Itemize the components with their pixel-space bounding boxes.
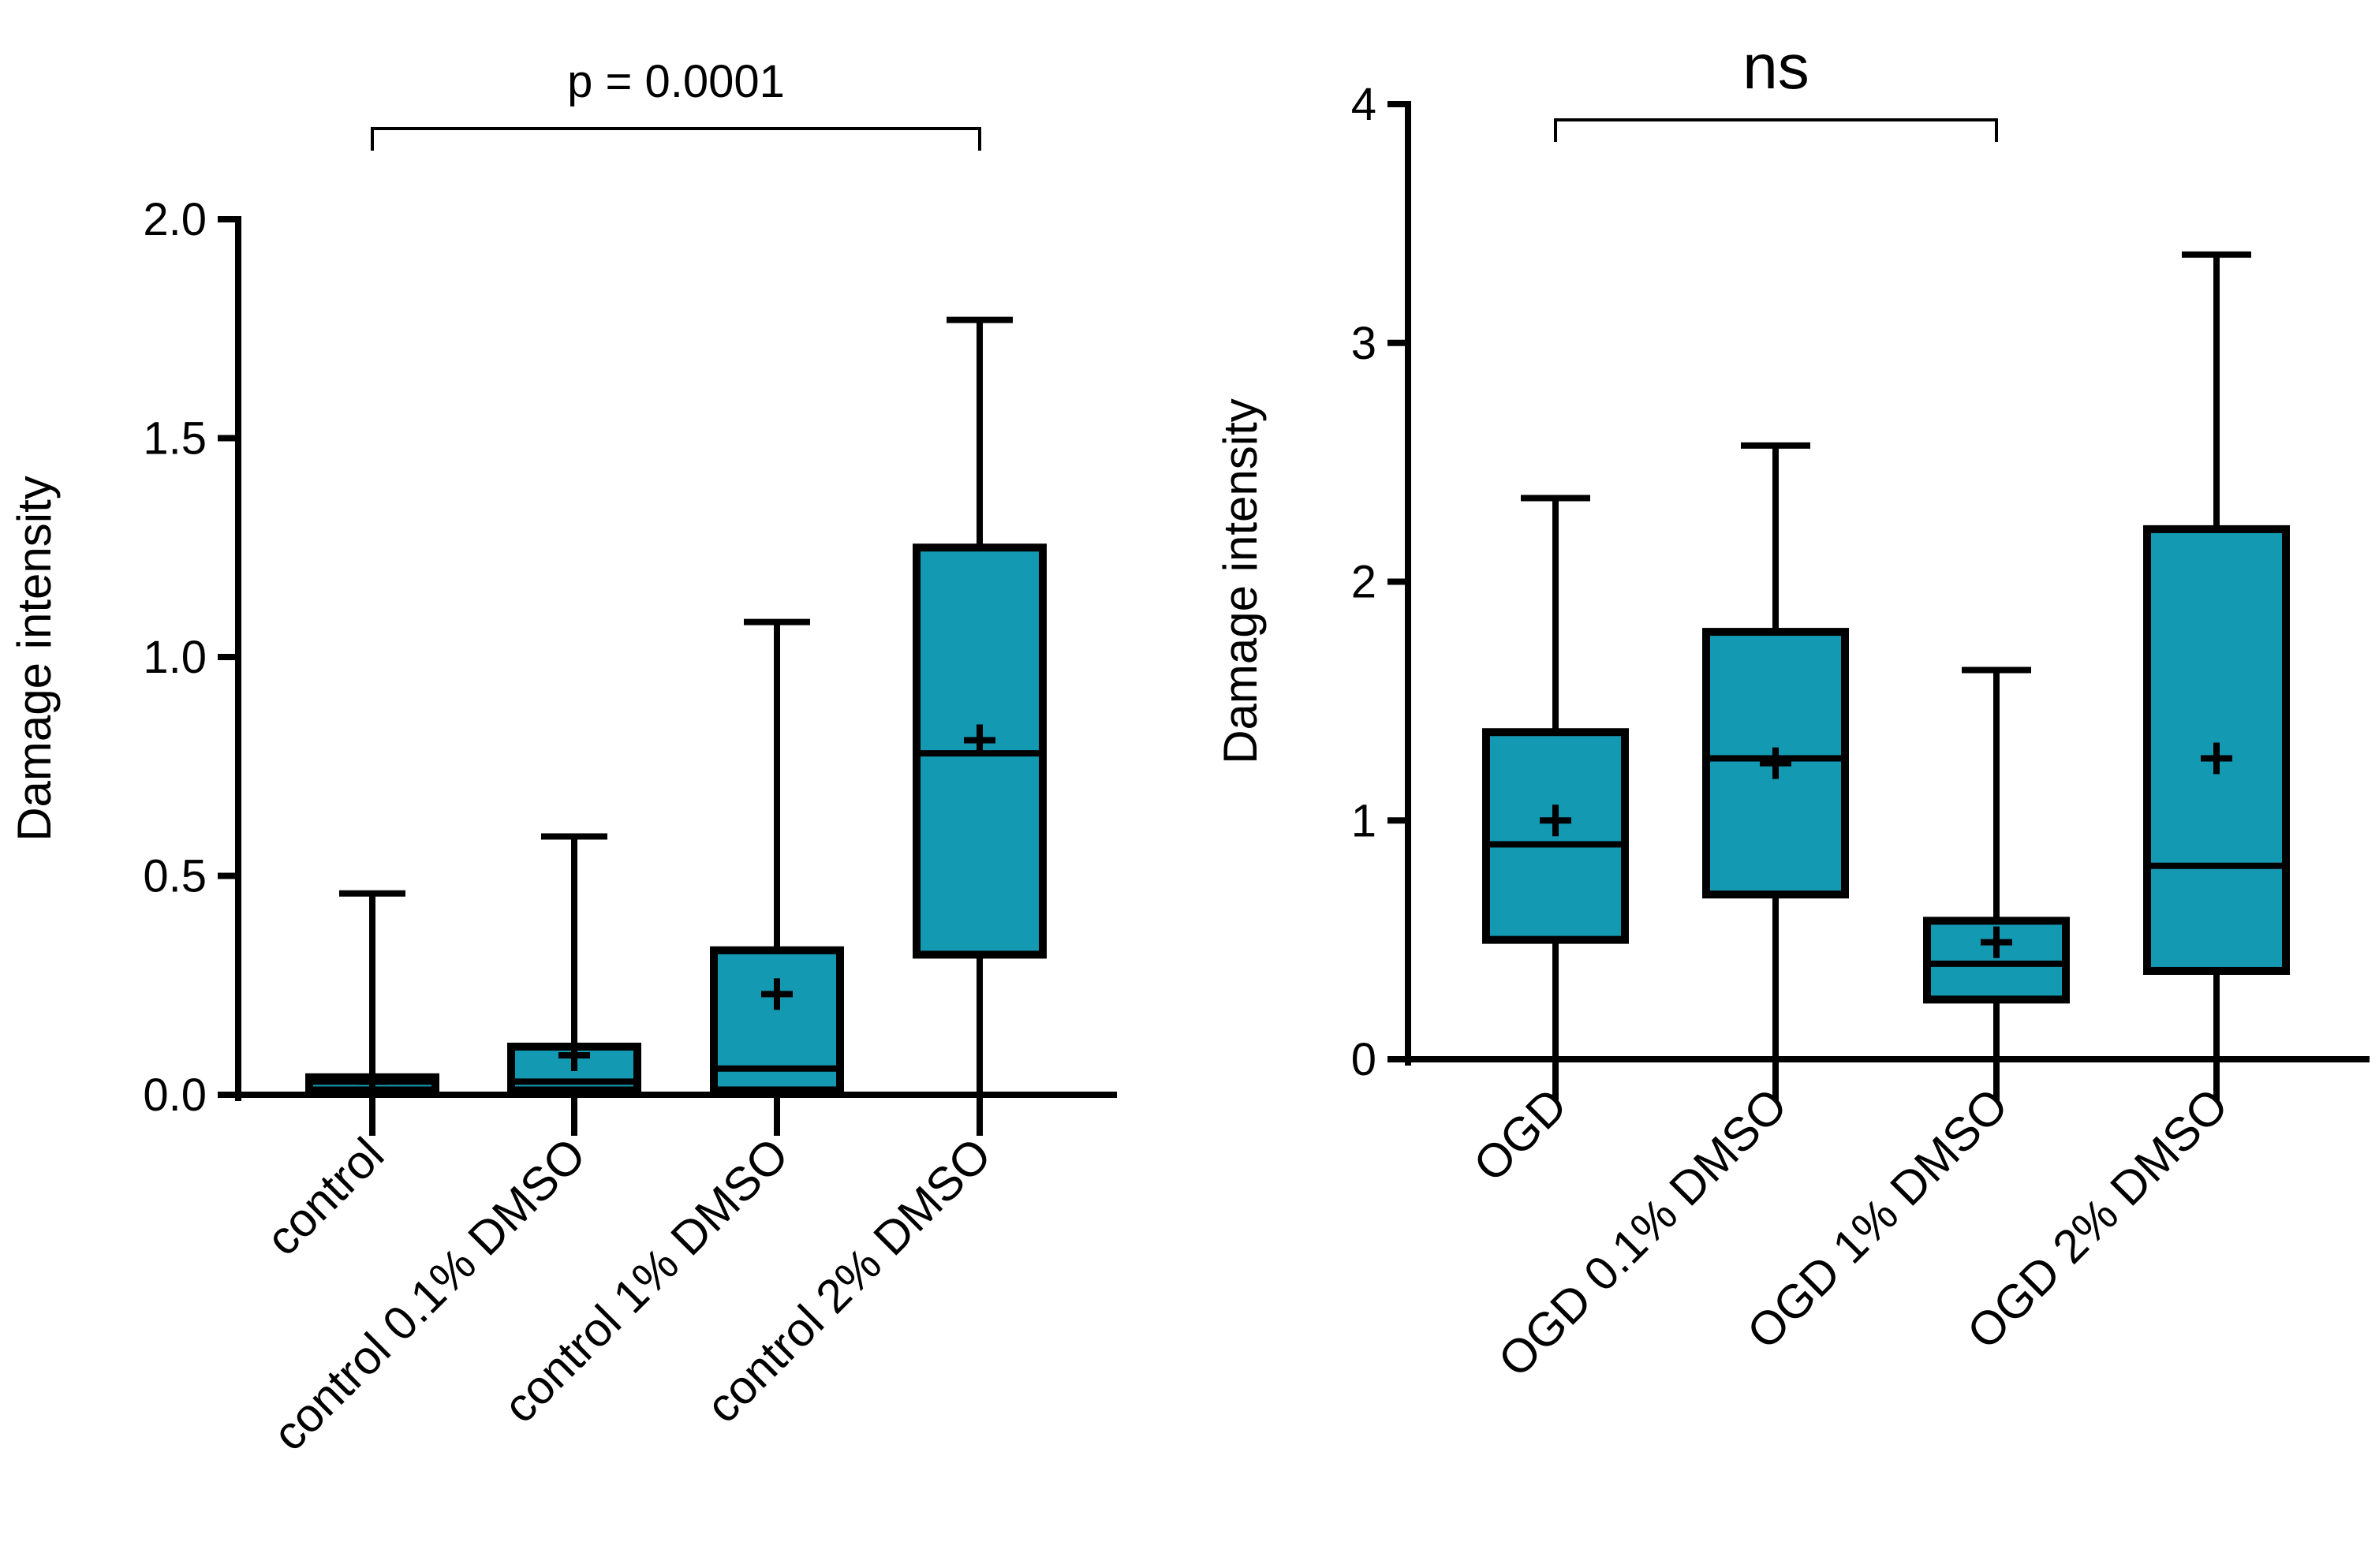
y-tick-label: 1.0 bbox=[143, 632, 207, 683]
significance-label: ns bbox=[1742, 32, 1809, 102]
y-tick-label: 0.0 bbox=[143, 1070, 207, 1121]
category-label: OGD bbox=[1463, 1078, 1577, 1192]
y-axis-label: Damage intensity bbox=[8, 476, 61, 842]
y-tick-label: 2.0 bbox=[143, 194, 207, 245]
significance-bracket bbox=[1554, 118, 1998, 142]
y-axis-label: Damage intensity bbox=[1214, 398, 1267, 764]
y-tick-label: 0 bbox=[1351, 1034, 1376, 1085]
y-tick-label: 4 bbox=[1351, 79, 1376, 130]
significance-bracket bbox=[371, 127, 981, 151]
significance-label: p = 0.0001 bbox=[567, 56, 785, 107]
y-tick-label: 1 bbox=[1351, 795, 1376, 846]
y-tick-label: 0.5 bbox=[143, 851, 207, 902]
y-tick-label: 1.5 bbox=[143, 413, 207, 465]
y-tick-label: 3 bbox=[1351, 318, 1376, 369]
y-tick-label: 2 bbox=[1351, 557, 1376, 608]
category-label: control bbox=[256, 1128, 394, 1266]
